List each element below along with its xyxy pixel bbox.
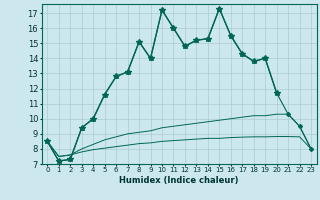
X-axis label: Humidex (Indice chaleur): Humidex (Indice chaleur): [119, 176, 239, 185]
